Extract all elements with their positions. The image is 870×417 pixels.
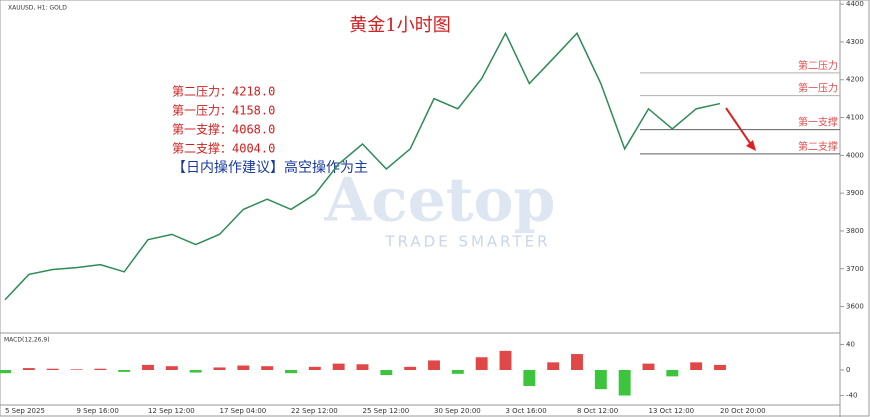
y-tick-label: 4100 (846, 114, 864, 122)
x-tick-label: 25 Sep 12:00 (363, 407, 410, 415)
macd-bar (428, 360, 440, 370)
level-note: 第二支撑：4004.0 (172, 141, 275, 156)
macd-bar (237, 365, 250, 370)
macd-bar (0, 370, 11, 374)
x-tick-label: 5 Sep 2025 (5, 407, 45, 415)
level-label: 第一压力 (798, 82, 838, 95)
macd-bar (118, 370, 131, 372)
x-tick-label: 12 Sep 12:00 (148, 407, 195, 415)
y-tick-label: 40 (846, 340, 855, 348)
macd-bar (451, 370, 464, 374)
y-tick-label: 3900 (846, 189, 864, 197)
macd-label: MACD(12,26,9) (4, 337, 50, 344)
macd-bar (404, 366, 417, 370)
level-note: 第二压力：4218.0 (172, 85, 275, 99)
macd-bar (547, 362, 560, 370)
macd-bar (356, 364, 369, 370)
y-tick-label: 4000 (846, 151, 864, 159)
x-tick-label: 9 Sep 16:00 (77, 407, 119, 415)
watermark: Acetop (324, 166, 556, 236)
forecast-arrow-head (746, 140, 756, 151)
price-line (4, 31, 721, 301)
watermark-sub: TRADE SMARTER (384, 233, 550, 251)
x-tick-label: 3 Oct 16:00 (506, 407, 547, 415)
x-tick-label: 20 Oct 20:00 (720, 407, 766, 415)
level-note: 第一压力：4158.0 (172, 104, 275, 118)
macd-bar (189, 370, 202, 373)
y-tick-label: 4300 (846, 38, 864, 46)
x-tick-label: 8 Oct 12:00 (577, 407, 618, 415)
level-label: 第二压力 (798, 59, 838, 72)
chart-title: 黄金1小时图 (349, 15, 450, 36)
macd-bar (46, 368, 59, 370)
macd-bar (642, 363, 655, 370)
x-tick-label: 30 Sep 20:00 (434, 407, 481, 415)
y-tick-label: 4400 (846, 0, 864, 8)
macd-bar (690, 362, 703, 370)
level-label: 第一支撑 (798, 116, 838, 129)
macd-bar (213, 367, 226, 370)
macd-bar (618, 370, 631, 396)
y-tick-label: 4200 (846, 76, 864, 84)
macd-bar (142, 364, 154, 370)
macd-bar (380, 370, 393, 376)
y-tick-label: 3700 (846, 265, 864, 273)
macd-bar (475, 357, 488, 370)
macd-bar (94, 368, 107, 370)
macd-bar (165, 366, 178, 370)
x-tick-label: 13 Oct 12:00 (649, 407, 695, 415)
macd-bar (308, 366, 321, 370)
x-tick-label: 22 Sep 12:00 (291, 407, 338, 415)
y-tick-label: 3800 (846, 227, 864, 235)
macd-bar (594, 370, 607, 390)
macd-bar (571, 354, 583, 370)
macd-bar (499, 350, 512, 370)
macd-bar (22, 368, 35, 370)
macd-bar (666, 370, 679, 377)
level-label: 第二支撑 (798, 140, 838, 153)
forecast-arrow (725, 107, 753, 147)
y-tick-label: -40 (846, 392, 857, 400)
x-tick-label: 17 Sep 04:00 (220, 407, 267, 415)
symbol-label: XAUUSD, H1: GOLD (8, 5, 67, 12)
macd-bar (523, 370, 536, 386)
macd-bar (714, 364, 726, 370)
macd-bar (332, 363, 345, 370)
level-note: 第一支撑：4068.0 (172, 122, 275, 137)
macd-bar (261, 366, 274, 370)
macd-bar (70, 369, 83, 370)
y-tick-label: 3600 (846, 303, 864, 311)
advice: 【日内操作建议】高空操作为主 (172, 159, 368, 176)
y-tick-label: 0 (846, 366, 850, 374)
macd-bar (285, 370, 297, 374)
